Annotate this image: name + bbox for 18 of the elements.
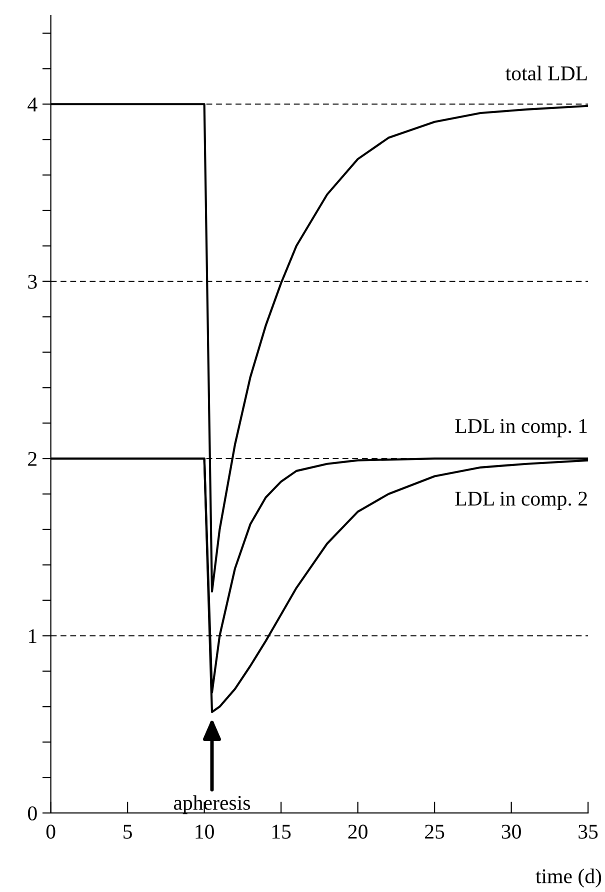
y-tick-label: 3 [28,274,37,289]
annotation: apheresis [174,795,250,814]
x-tick-label: 25 [425,824,444,839]
x-tick-label: 10 [196,824,214,839]
y-tick-label: 1 [29,629,36,643]
x-tick-label: 0 [46,824,56,839]
x-tick-label: 30 [502,824,521,839]
y-tick-label: 0 [28,806,37,820]
series-label: total LDL [506,66,587,80]
series-label: LDL in comp. 2 [455,492,587,510]
x-tick-label: 35 [578,824,598,839]
series-label: LDL in comp. 1 [455,419,587,438]
y-tick-label: 2 [28,452,36,466]
x-tick-label: 5 [124,824,132,839]
y-tick-label: 4 [28,98,38,112]
x-tick-label: 15 [272,824,291,839]
x-axis-title: time (d) [536,868,602,888]
x-tick-label: 20 [348,824,368,839]
